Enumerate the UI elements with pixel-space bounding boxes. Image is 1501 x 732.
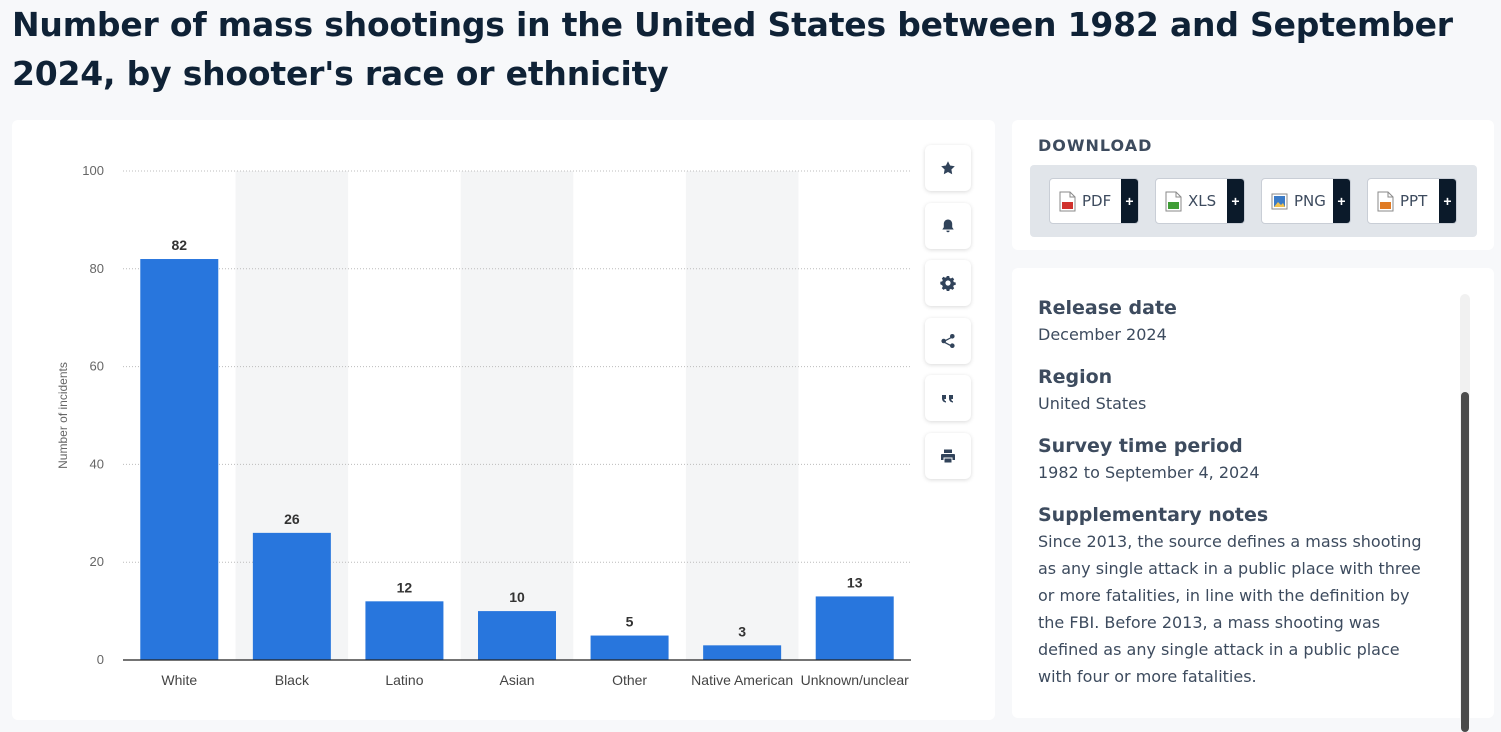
region-value: United States	[1038, 394, 1147, 413]
download-pdf-plus: +	[1121, 179, 1138, 223]
survey-period-value: 1982 to September 4, 2024	[1038, 463, 1260, 482]
download-ppt-label: PPT	[1400, 192, 1428, 210]
print-button[interactable]	[925, 432, 971, 479]
bar-chart: 0 20 40 60 80 100 82 White 26 Black 12 Latino 10 Asia…	[56, 163, 911, 688]
x-tick-label: Native American	[691, 672, 793, 688]
data-label: 82	[171, 237, 187, 253]
x-tick-label: White	[161, 672, 197, 688]
cite-button[interactable]	[925, 375, 971, 421]
data-label: 12	[397, 579, 413, 595]
y-tick-label: 20	[90, 554, 104, 569]
bar	[140, 259, 219, 660]
download-xls-plus: +	[1227, 179, 1244, 223]
download-title: DOWNLOAD	[1038, 136, 1153, 155]
notification-button[interactable]	[925, 202, 971, 249]
download-card: DOWNLOAD PDF + XLS +	[1012, 120, 1494, 250]
notes-value: Since 2013, the source defines a mass sh…	[1038, 532, 1422, 686]
release-date-label: Release date	[1038, 297, 1177, 319]
download-xls-button[interactable]: XLS +	[1155, 178, 1245, 224]
star-icon	[941, 161, 955, 175]
share-icon	[941, 333, 955, 348]
y-axis-label: Number of incidents	[56, 362, 70, 469]
x-tick-label: Asian	[499, 672, 534, 688]
data-label: 26	[284, 511, 300, 527]
gear-icon	[940, 276, 956, 291]
y-tick-label: 40	[90, 456, 104, 471]
info-content: Release date December 2024 Region United…	[1038, 295, 1438, 690]
data-label: 5	[626, 614, 634, 630]
page-title: Number of mass shootings in the United S…	[12, 5, 1453, 93]
download-xls-label: XLS	[1188, 192, 1217, 210]
bar	[252, 532, 331, 660]
print-icon	[941, 449, 955, 462]
settings-button[interactable]	[925, 260, 971, 306]
y-tick-label: 0	[97, 652, 104, 667]
bell-icon	[942, 219, 954, 232]
y-tick-label: 60	[90, 359, 104, 374]
favorite-button[interactable]	[925, 145, 971, 191]
bar	[703, 645, 782, 660]
quote-icon	[942, 395, 953, 403]
download-ppt-button[interactable]: PPT +	[1367, 178, 1457, 224]
download-png-button[interactable]: PNG +	[1261, 178, 1351, 224]
data-label: 10	[509, 589, 525, 605]
notes-label: Supplementary notes	[1038, 504, 1269, 526]
data-label: 13	[847, 574, 863, 590]
survey-period-label: Survey time period	[1038, 435, 1243, 457]
category-stripe	[685, 171, 799, 660]
xls-file-icon	[1165, 191, 1182, 211]
download-png-label: PNG	[1294, 192, 1326, 210]
png-file-icon	[1271, 193, 1288, 209]
share-button[interactable]	[925, 317, 971, 364]
info-scrollbar[interactable]	[1460, 294, 1470, 732]
x-tick-label: Latino	[385, 672, 423, 688]
info-scrollbar-thumb[interactable]	[1461, 392, 1469, 732]
download-pdf-label: PDF	[1082, 192, 1112, 210]
download-png-plus: +	[1333, 179, 1350, 223]
bar	[590, 635, 669, 660]
bar	[815, 596, 894, 660]
download-pdf-button[interactable]: PDF +	[1049, 178, 1139, 224]
chart-card: 0 20 40 60 80 100 82 White 26 Black 12 Latino 10 Asia…	[12, 120, 995, 720]
info-card: Release date December 2024 Region United…	[1012, 268, 1494, 732]
data-label: 3	[738, 623, 746, 639]
y-tick-label: 80	[90, 261, 104, 276]
release-date-value: December 2024	[1038, 325, 1167, 344]
region-label: Region	[1038, 366, 1113, 388]
bar	[478, 611, 556, 660]
x-tick-label: Other	[612, 672, 647, 688]
x-tick-label: Unknown/unclear	[801, 672, 910, 688]
pdf-file-icon	[1059, 191, 1076, 211]
download-ppt-plus: +	[1439, 179, 1456, 223]
bar	[365, 601, 444, 660]
download-bar: PDF + XLS + PNG +	[1030, 165, 1477, 237]
ppt-file-icon	[1377, 191, 1394, 211]
chart-actions	[925, 145, 971, 490]
y-tick-label: 100	[82, 163, 104, 178]
x-tick-label: Black	[275, 672, 310, 688]
category-stripe	[460, 171, 574, 660]
